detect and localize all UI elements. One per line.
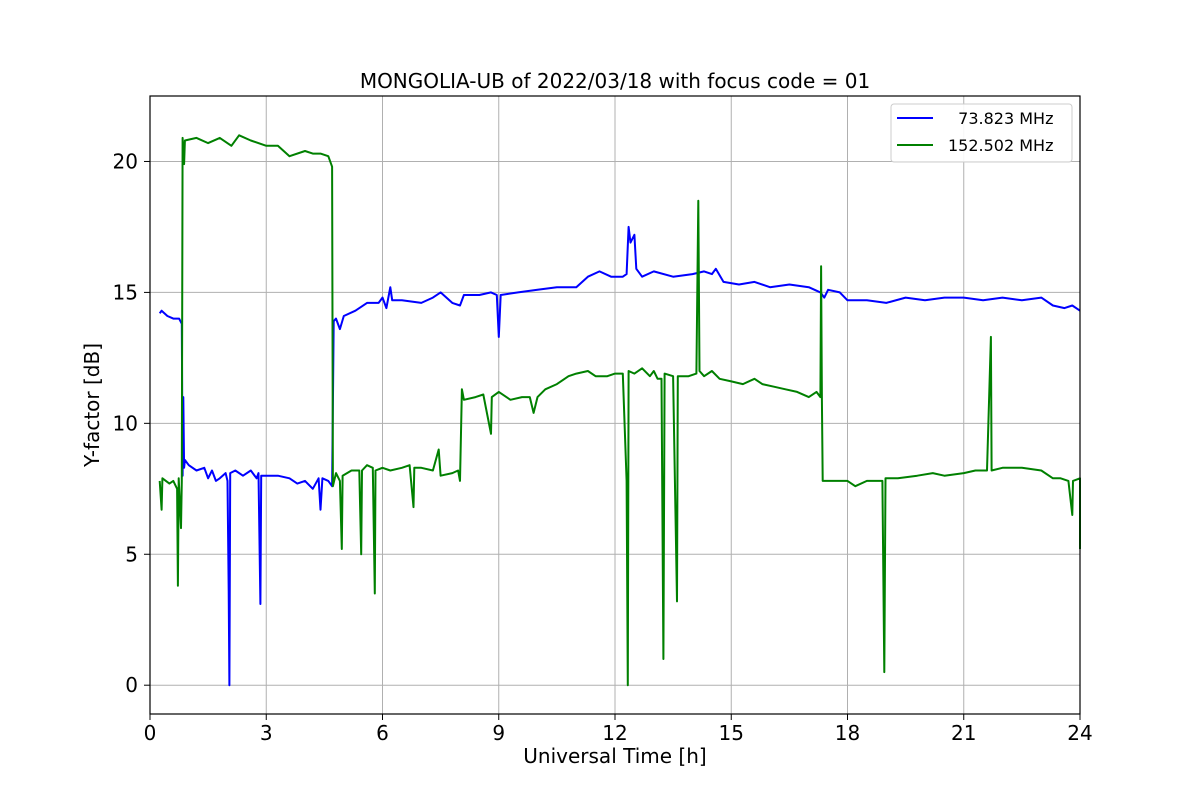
x-tick-label: 18 bbox=[835, 721, 860, 745]
y-tick-label: 15 bbox=[113, 280, 138, 304]
x-axis-label: Universal Time [h] bbox=[523, 744, 706, 768]
x-tick-label: 9 bbox=[492, 721, 505, 745]
y-axis-label: Y-factor [dB] bbox=[80, 343, 104, 468]
y-tick-label: 0 bbox=[125, 673, 138, 697]
x-tick-label: 3 bbox=[260, 721, 273, 745]
series-line-73-mhz bbox=[158, 225, 1081, 687]
legend-label-152-mhz: 152.502 MHz bbox=[948, 136, 1053, 155]
series-layer bbox=[158, 134, 1081, 687]
grid bbox=[149, 96, 1081, 714]
x-tick-label: 24 bbox=[1067, 721, 1092, 745]
legend-box bbox=[890, 103, 1073, 163]
legend: 73.823 MHz 152.502 MHz bbox=[890, 103, 1073, 163]
legend-label-73-mhz: 73.823 MHz bbox=[948, 109, 1053, 128]
series-line-152-mhz bbox=[158, 134, 1081, 687]
x-tick-label: 21 bbox=[951, 721, 976, 745]
y-tick-label: 20 bbox=[113, 149, 138, 173]
ticks: 0 3 6 9 12 15 18 21 24 0 5 10 15 20 bbox=[113, 149, 1093, 745]
x-tick-label: 6 bbox=[376, 721, 389, 745]
y-tick-label: 5 bbox=[125, 542, 138, 566]
x-tick-label: 0 bbox=[144, 721, 157, 745]
y-tick-label: 10 bbox=[113, 411, 138, 435]
x-tick-label: 12 bbox=[602, 721, 627, 745]
x-tick-label: 15 bbox=[719, 721, 744, 745]
chart-title: MONGOLIA-UB of 2022/03/18 with focus cod… bbox=[360, 69, 870, 93]
